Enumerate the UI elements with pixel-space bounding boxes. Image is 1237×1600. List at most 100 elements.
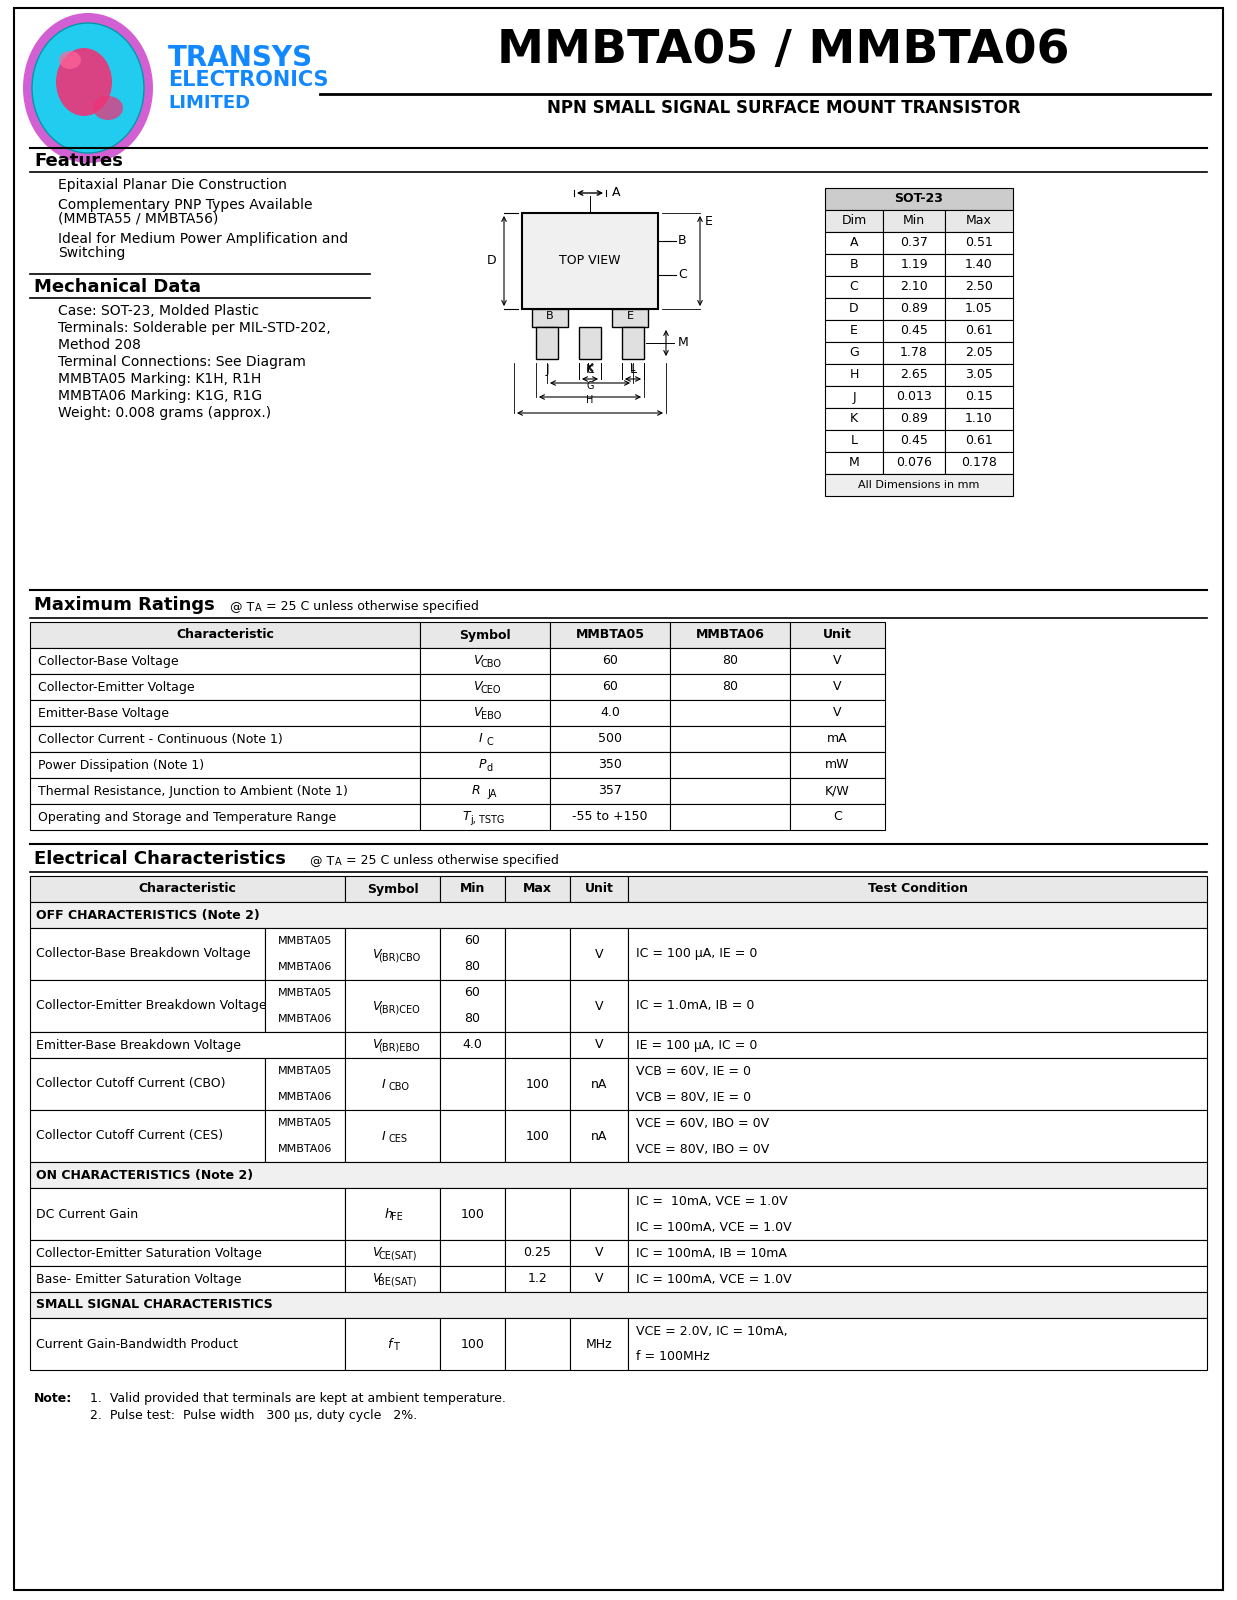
Bar bbox=[345, 979, 440, 1032]
Text: T: T bbox=[393, 1342, 400, 1352]
Bar bbox=[945, 430, 1013, 451]
Text: VCE = 2.0V, IC = 10mA,: VCE = 2.0V, IC = 10mA, bbox=[636, 1325, 788, 1338]
Text: V: V bbox=[474, 654, 481, 667]
Bar bbox=[550, 752, 670, 778]
Bar bbox=[883, 232, 945, 254]
Bar bbox=[570, 1240, 628, 1266]
Bar bbox=[883, 210, 945, 232]
Text: M: M bbox=[849, 456, 860, 469]
Bar bbox=[628, 1110, 1207, 1162]
Bar bbox=[505, 1110, 570, 1162]
Bar bbox=[790, 701, 884, 726]
Bar bbox=[30, 648, 421, 674]
Text: f: f bbox=[387, 1338, 391, 1350]
Text: CBO: CBO bbox=[481, 659, 502, 669]
Text: BE(SAT): BE(SAT) bbox=[379, 1277, 417, 1286]
Text: K: K bbox=[586, 363, 594, 373]
Text: D: D bbox=[849, 302, 858, 315]
Bar bbox=[345, 1187, 440, 1240]
Bar bbox=[30, 979, 265, 1032]
Bar bbox=[945, 275, 1013, 298]
Text: SOT-23: SOT-23 bbox=[894, 192, 944, 205]
Bar bbox=[883, 430, 945, 451]
Text: MHz: MHz bbox=[585, 1338, 612, 1350]
Bar bbox=[550, 726, 670, 752]
Bar bbox=[550, 778, 670, 803]
Bar bbox=[421, 648, 550, 674]
Text: V: V bbox=[372, 1038, 380, 1051]
Bar bbox=[505, 1266, 570, 1293]
Bar bbox=[670, 752, 790, 778]
Text: IC = 100mA, IB = 10mA: IC = 100mA, IB = 10mA bbox=[636, 1246, 787, 1259]
Bar bbox=[670, 622, 790, 648]
Text: B: B bbox=[547, 310, 554, 322]
Text: 1.40: 1.40 bbox=[965, 259, 993, 272]
Text: V: V bbox=[834, 680, 841, 693]
Text: Weight: 0.008 grams (approx.): Weight: 0.008 grams (approx.) bbox=[58, 406, 271, 419]
Ellipse shape bbox=[56, 48, 113, 117]
Text: Symbol: Symbol bbox=[366, 883, 418, 896]
Text: @ T: @ T bbox=[230, 600, 255, 613]
Text: V: V bbox=[372, 947, 380, 960]
Bar bbox=[440, 1240, 505, 1266]
Text: 2.  Pulse test:  Pulse width   300 μs, duty cycle   2%.: 2. Pulse test: Pulse width 300 μs, duty … bbox=[90, 1410, 417, 1422]
Text: MMBTA05: MMBTA05 bbox=[278, 1066, 333, 1075]
Text: V: V bbox=[372, 1246, 380, 1259]
Text: MMBTA06: MMBTA06 bbox=[278, 1144, 333, 1154]
Bar bbox=[945, 365, 1013, 386]
Bar bbox=[790, 778, 884, 803]
Bar bbox=[345, 1110, 440, 1162]
Text: All Dimensions in mm: All Dimensions in mm bbox=[858, 480, 980, 490]
Bar bbox=[570, 1110, 628, 1162]
Text: (MMBTA55 / MMBTA56): (MMBTA55 / MMBTA56) bbox=[58, 211, 219, 226]
Text: IE = 100 μA, IC = 0: IE = 100 μA, IC = 0 bbox=[636, 1038, 757, 1051]
Text: 0.89: 0.89 bbox=[901, 413, 928, 426]
Text: T: T bbox=[463, 811, 470, 824]
Bar bbox=[505, 979, 570, 1032]
Text: d: d bbox=[486, 763, 492, 773]
Text: 0.61: 0.61 bbox=[965, 325, 993, 338]
Bar bbox=[30, 1318, 345, 1370]
Text: C: C bbox=[678, 269, 687, 282]
Bar bbox=[628, 877, 1207, 902]
Bar bbox=[945, 386, 1013, 408]
Text: G: G bbox=[849, 347, 858, 360]
Bar bbox=[345, 928, 440, 979]
Text: mW: mW bbox=[825, 758, 850, 771]
Bar bbox=[612, 309, 648, 326]
Ellipse shape bbox=[93, 96, 122, 120]
Text: 60: 60 bbox=[602, 680, 618, 693]
Text: Current Gain-Bandwidth Product: Current Gain-Bandwidth Product bbox=[36, 1338, 238, 1350]
Text: ELECTRONICS: ELECTRONICS bbox=[168, 70, 329, 90]
Bar bbox=[883, 275, 945, 298]
Text: IC = 100mA, VCE = 1.0V: IC = 100mA, VCE = 1.0V bbox=[636, 1272, 792, 1285]
Text: E: E bbox=[626, 310, 633, 322]
Text: C: C bbox=[486, 738, 494, 747]
Bar bbox=[440, 1187, 505, 1240]
Bar bbox=[505, 928, 570, 979]
Bar bbox=[570, 877, 628, 902]
Text: R: R bbox=[473, 784, 485, 797]
Bar bbox=[945, 320, 1013, 342]
Bar bbox=[790, 674, 884, 701]
Bar bbox=[945, 210, 1013, 232]
Bar bbox=[30, 928, 265, 979]
Text: TOP VIEW: TOP VIEW bbox=[559, 254, 621, 267]
Bar bbox=[628, 1187, 1207, 1240]
Text: EBO: EBO bbox=[481, 710, 501, 722]
Text: I: I bbox=[382, 1077, 386, 1091]
Text: 80: 80 bbox=[722, 680, 738, 693]
Text: 1.78: 1.78 bbox=[901, 347, 928, 360]
Bar bbox=[570, 1187, 628, 1240]
Bar bbox=[825, 342, 883, 365]
Bar bbox=[570, 1058, 628, 1110]
Bar bbox=[265, 1058, 345, 1110]
Text: MMBTA06: MMBTA06 bbox=[278, 1091, 333, 1102]
Bar bbox=[505, 1318, 570, 1370]
Text: Ideal for Medium Power Amplification and: Ideal for Medium Power Amplification and bbox=[58, 232, 348, 246]
Text: JA: JA bbox=[487, 789, 497, 798]
Text: 0.25: 0.25 bbox=[523, 1246, 552, 1259]
Text: IC = 100mA, VCE = 1.0V: IC = 100mA, VCE = 1.0V bbox=[636, 1221, 792, 1234]
Text: DC Current Gain: DC Current Gain bbox=[36, 1208, 139, 1221]
Text: 0.076: 0.076 bbox=[896, 456, 931, 469]
